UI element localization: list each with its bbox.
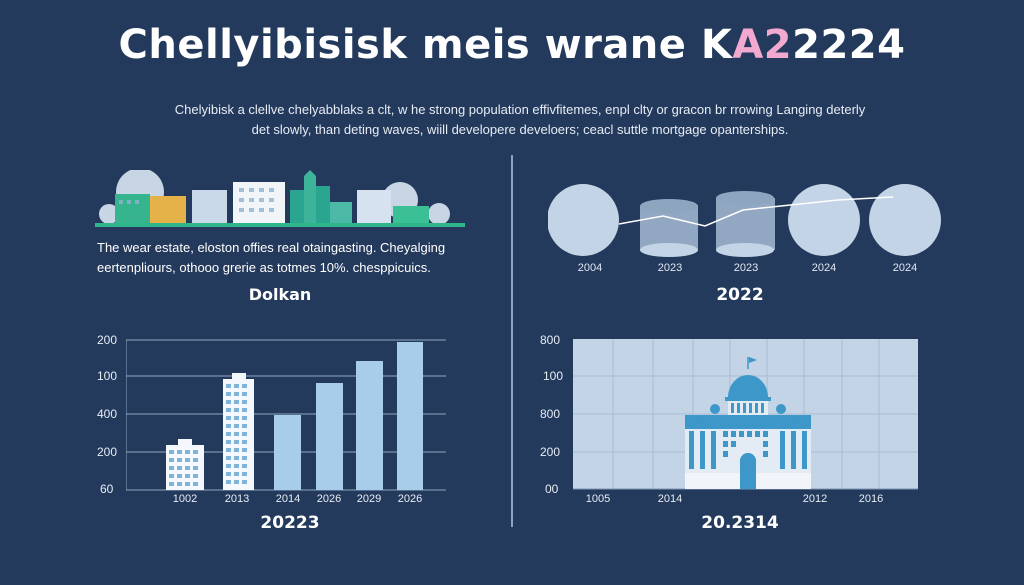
building-bar (166, 439, 204, 490)
description-line-2: eertenpliours, othooo grerie as totmes 1… (97, 260, 431, 275)
left-chart-caption: 20223 (260, 513, 320, 533)
y-tick: 400 (97, 407, 118, 421)
timeline-label: 2023 (657, 262, 683, 274)
government-building-icon (685, 357, 811, 489)
x-tick: 2013 (224, 493, 250, 505)
bar (274, 415, 301, 490)
bar-chart-left (126, 339, 446, 491)
center-divider (511, 155, 513, 527)
x-tick: 2026 (316, 493, 342, 505)
right-chart-grid (573, 339, 918, 490)
description-line-1: The wear estate, eloston offies real ota… (97, 240, 446, 255)
subtitle-line-1: Chelyibisk a clellve chelyabblaks a clt,… (174, 102, 866, 117)
y-tick: 60 (100, 482, 114, 496)
left-description: The wear estate, eloston offies real ota… (97, 238, 477, 278)
y-tick: 800 (540, 407, 561, 421)
city-skyline-icon (95, 170, 465, 227)
timeline-label: 2024 (892, 262, 918, 274)
subtitle-line-2: det slowly, than deting waves, wiill dev… (251, 122, 789, 137)
y-tick: 100 (543, 369, 564, 383)
title-text: Chellyibisisk meis wrane K (118, 22, 733, 68)
title-accent: A2 (732, 22, 793, 68)
y-tick: 800 (540, 333, 561, 347)
y-tick: 100 (97, 369, 118, 383)
timeline-caption: 2022 (716, 285, 764, 305)
y-tick: 200 (540, 445, 561, 459)
page-title: Chellyibisisk meis wrane KA22224 (0, 22, 1024, 68)
x-tick: 2014 (657, 493, 683, 505)
x-tick: 1005 (585, 493, 611, 505)
timeline-label: 2024 (811, 262, 837, 274)
cylinder-marker (640, 199, 698, 257)
right-chart-caption: 20.2314 (701, 513, 779, 533)
x-tick: 2014 (275, 493, 301, 505)
title-suffix: 2224 (792, 22, 906, 68)
timeline-label: 2023 (733, 262, 759, 274)
timeline-chart (548, 184, 941, 257)
page-subtitle: Chelyibisk a clellve chelyabblaks a clt,… (120, 100, 920, 140)
y-tick: 200 (97, 445, 118, 459)
bar (356, 361, 383, 490)
building-bar (223, 373, 254, 490)
x-tick: 2029 (356, 493, 382, 505)
bar (397, 342, 423, 490)
x-tick: 2012 (802, 493, 828, 505)
y-tick: 00 (545, 482, 559, 496)
x-tick: 1002 (172, 493, 198, 505)
left-section-label: Dolkan (248, 285, 312, 304)
timeline-label: 2004 (577, 262, 603, 274)
x-tick: 2026 (397, 493, 423, 505)
bar (316, 383, 343, 490)
y-tick: 200 (97, 333, 118, 347)
x-tick: 2016 (858, 493, 884, 505)
